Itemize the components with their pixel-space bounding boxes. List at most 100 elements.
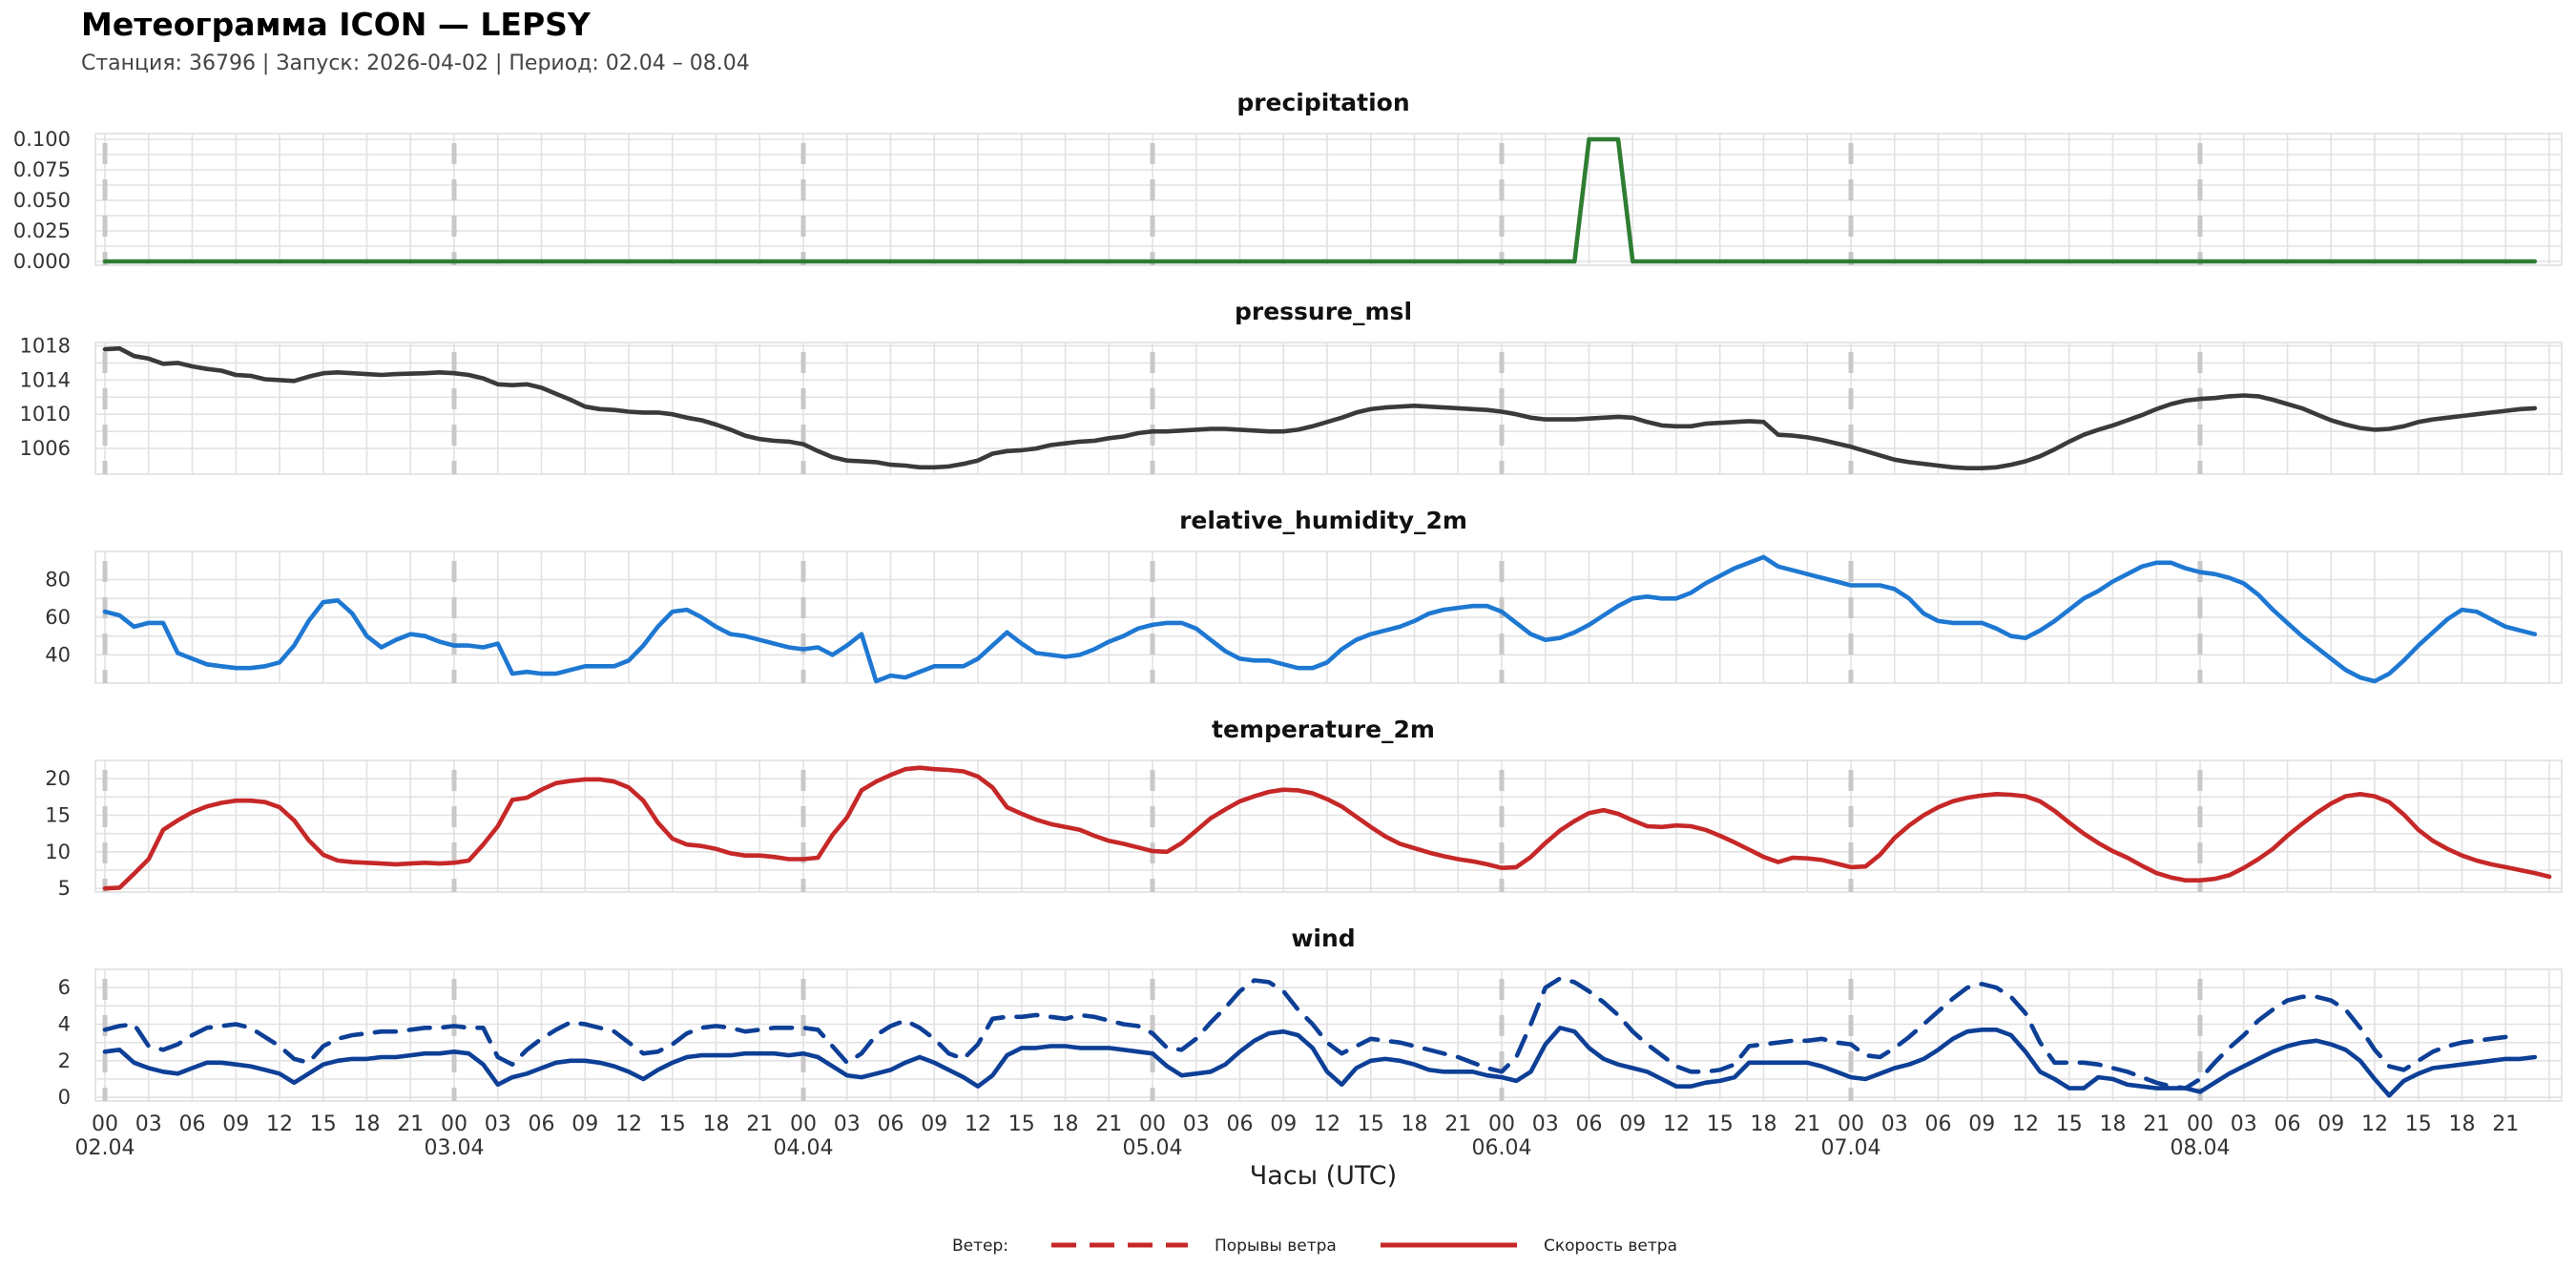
x-tick-label: 09: [921, 1112, 947, 1136]
y-tick-label: 6: [58, 976, 71, 999]
series-line-wind_gusts: [102, 976, 2508, 1091]
x-tick-label: 00: [92, 1112, 118, 1136]
series-line-pressure_msl: [102, 345, 2538, 471]
x-tick-label: 00: [1838, 1112, 1864, 1136]
y-tick-label: 20: [45, 767, 71, 790]
x-tick-label: 03: [1532, 1112, 1559, 1136]
y-tick-label: 1006: [20, 437, 71, 460]
panel-title: temperature_2m: [1212, 716, 1435, 743]
x-tick-label: 06: [1227, 1112, 1254, 1136]
x-tick-label: 00: [790, 1112, 817, 1136]
x-tick-label: 03: [1183, 1112, 1210, 1136]
x-tick-label: 06: [1576, 1112, 1603, 1136]
x-tick-label: 21: [2143, 1112, 2170, 1136]
x-tick-label: 03: [834, 1112, 861, 1136]
x-tick-label: 21: [746, 1112, 773, 1136]
series-line-precipitation: [102, 136, 2538, 264]
x-tick-label: 12: [1314, 1112, 1340, 1136]
x-tick-label: 00: [1139, 1112, 1166, 1136]
x-tick-label: 03: [485, 1112, 511, 1136]
panel-temperature_2m: 5 10 15 20 temperature_2m: [45, 716, 2563, 900]
x-tick-label: 06: [878, 1112, 904, 1136]
panel-relative_humidity_2m: 40 60 80 relative_humidity_2m: [45, 507, 2563, 684]
x-tick-label: 12: [965, 1112, 991, 1136]
x-day-label: 03.04: [425, 1136, 485, 1160]
y-tick-label: 10: [45, 841, 71, 863]
x-tick-label: 15: [310, 1112, 337, 1136]
x-tick-label: 06: [529, 1112, 555, 1136]
legend-speed-label: Скорость ветра: [1544, 1236, 1677, 1256]
x-tick-label: 18: [1052, 1112, 1079, 1136]
y-tick-label: 0.075: [13, 158, 71, 181]
series-line-wind_speed: [102, 1026, 2538, 1098]
chart-title: Метеограмма ICON — LEPSY: [81, 6, 592, 43]
panel-frame: [94, 342, 2563, 475]
panel-frame: [94, 133, 2563, 266]
panel-frame: [94, 968, 2563, 1102]
y-tick-label: 4: [58, 1013, 71, 1036]
x-day-label: 05.04: [1123, 1136, 1183, 1160]
y-tick-label: 15: [45, 804, 71, 827]
y-tick-label: 0: [58, 1086, 71, 1109]
x-tick-label: 15: [1008, 1112, 1035, 1136]
x-tick-label: 09: [222, 1112, 249, 1136]
legend: Ветер: Порывы ветра Скорость ветра: [952, 1236, 1677, 1256]
x-tick-label: 03: [2231, 1112, 2257, 1136]
x-tick-label: 12: [2361, 1112, 2388, 1136]
y-tick-label: 0.025: [13, 219, 71, 242]
panel-title: precipitation: [1236, 89, 1409, 116]
x-tick-label: 21: [397, 1112, 424, 1136]
y-tick-label: 40: [45, 643, 71, 666]
x-tick-label: 12: [1663, 1112, 1690, 1136]
x-tick-label: 18: [2100, 1112, 2127, 1136]
panel-title: relative_humidity_2m: [1179, 507, 1467, 534]
x-tick-label: 03: [135, 1112, 162, 1136]
panel-title: wind: [1291, 924, 1355, 952]
x-tick-label: 18: [2449, 1112, 2476, 1136]
legend-title: Ветер:: [952, 1236, 1008, 1256]
panel-pressure_msl: 1006 1010 1014 1018 pressure_msl: [20, 298, 2563, 475]
x-axis-label: Часы (UTC): [1250, 1161, 1397, 1191]
x-tick-label: 09: [571, 1112, 598, 1136]
x-tick-label: 06: [179, 1112, 206, 1136]
y-tick-label: 80: [45, 569, 71, 592]
x-day-label: 07.04: [1821, 1136, 1881, 1160]
x-day-label: 02.04: [75, 1136, 135, 1160]
x-tick-label: 00: [1488, 1112, 1515, 1136]
x-tick-label: 12: [2012, 1112, 2039, 1136]
chart-subtitle: Станция: 36796 | Запуск: 2026-04-02 | Пе…: [81, 52, 750, 75]
x-tick-label: 03: [1881, 1112, 1908, 1136]
x-tick-label: 18: [703, 1112, 730, 1136]
y-tick-label: 2: [58, 1049, 71, 1072]
x-tick-label: 15: [1707, 1112, 1734, 1136]
x-tick-label: 00: [441, 1112, 467, 1136]
x-tick-label: 09: [2317, 1112, 2344, 1136]
x-tick-label: 18: [354, 1112, 381, 1136]
y-tick-label: 0.100: [13, 128, 71, 151]
x-axis-ticks: 00 03 06 09 12 15 18 21 00 03 06 09 12 15 18 21 00 03 06 09…: [75, 1112, 2520, 1160]
panel-frame: [94, 759, 2563, 893]
x-tick-label: 12: [615, 1112, 642, 1136]
series-line-relative_humidity_2m: [102, 554, 2538, 684]
x-tick-label: 00: [2187, 1112, 2213, 1136]
y-tick-label: 0.050: [13, 189, 71, 212]
x-day-label: 04.04: [774, 1136, 834, 1160]
series-line-temperature_2m: [102, 765, 2552, 891]
y-tick-label: 60: [45, 606, 71, 629]
panel-precipitation: 0.000 0.025 0.050 0.075 0.100 precipitation: [13, 89, 2563, 273]
x-tick-label: 18: [1751, 1112, 1777, 1136]
x-tick-label: 09: [1619, 1112, 1646, 1136]
x-tick-label: 21: [1444, 1112, 1471, 1136]
x-tick-label: 21: [2492, 1112, 2519, 1136]
x-tick-label: 15: [1358, 1112, 1384, 1136]
y-tick-label: 0.000: [13, 250, 71, 273]
x-tick-label: 18: [1402, 1112, 1428, 1136]
x-tick-label: 21: [1794, 1112, 1820, 1136]
x-tick-label: 15: [659, 1112, 686, 1136]
y-tick-label: 1014: [20, 368, 71, 391]
x-tick-label: 06: [1925, 1112, 1952, 1136]
x-tick-label: 09: [1270, 1112, 1297, 1136]
y-tick-label: 5: [58, 877, 71, 900]
x-tick-label: 15: [2405, 1112, 2432, 1136]
